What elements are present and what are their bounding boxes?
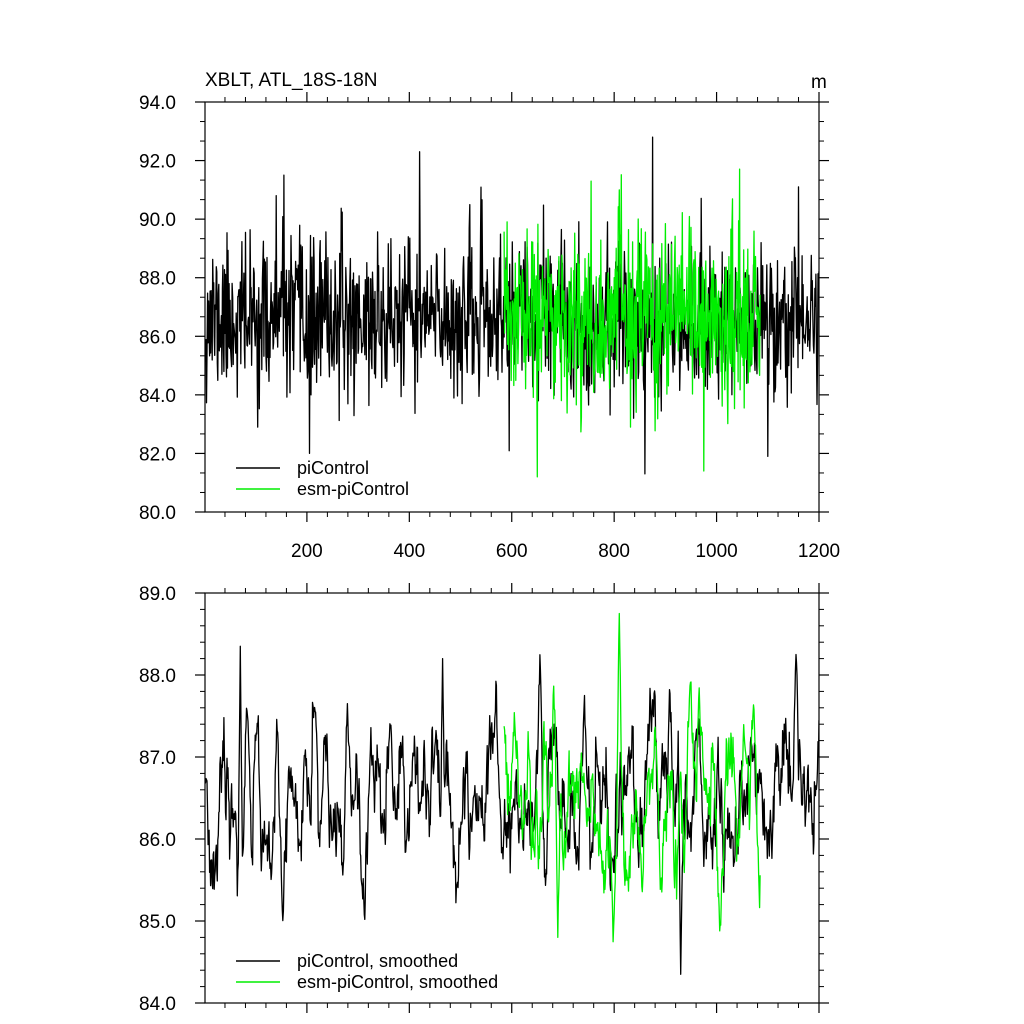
legend-label: esm-piControl	[297, 479, 409, 499]
unit-label: m	[811, 72, 827, 93]
y-tick-label: 80.0	[139, 503, 176, 524]
series-line-picontrol	[205, 136, 819, 475]
y-tick-label: 84.0	[139, 994, 176, 1015]
legend-label: esm-piControl, smoothed	[297, 972, 498, 992]
x-tick-label: 600	[496, 541, 528, 562]
x-tick-label: 400	[393, 541, 425, 562]
x-tick-label: 800	[598, 541, 630, 562]
y-tick-label: 89.0	[139, 584, 176, 605]
y-tick-label: 90.0	[139, 210, 176, 231]
chart-title: XBLT, ATL_18S-18N	[205, 70, 378, 91]
y-tick-label: 85.0	[139, 912, 176, 933]
series-line-esm-picontrol	[503, 612, 761, 943]
y-tick-label: 87.0	[139, 748, 176, 769]
top-panel: 80.0 82.0 84.0 86.0 88.0 90.0 92.0 94.0 200 400 60…	[139, 92, 840, 562]
bottom-panel: 84.0 85.0 86.0 87.0 88.0 89.0 piControl, smoot…	[139, 583, 829, 1015]
y-tick-label: 86.0	[139, 327, 176, 348]
y-tick-label: 82.0	[139, 444, 176, 465]
y-tick-label: 88.0	[139, 666, 176, 687]
plot-frame	[204, 592, 820, 1004]
legend-label: piControl	[297, 458, 369, 478]
x-tick-label: 200	[291, 541, 323, 562]
y-tick-label: 88.0	[139, 269, 176, 290]
y-tick-label: 84.0	[139, 386, 176, 407]
y-tick-label: 92.0	[139, 152, 176, 173]
y-tick-label: 94.0	[139, 93, 176, 114]
x-tick-label: 1000	[695, 541, 737, 562]
legend-label: piControl, smoothed	[297, 951, 458, 971]
series-line-esm-picontrol	[503, 168, 761, 478]
series-line-picontrol	[205, 645, 819, 975]
y-tick-label: 86.0	[139, 830, 176, 851]
x-tick-label: 1200	[798, 541, 840, 562]
